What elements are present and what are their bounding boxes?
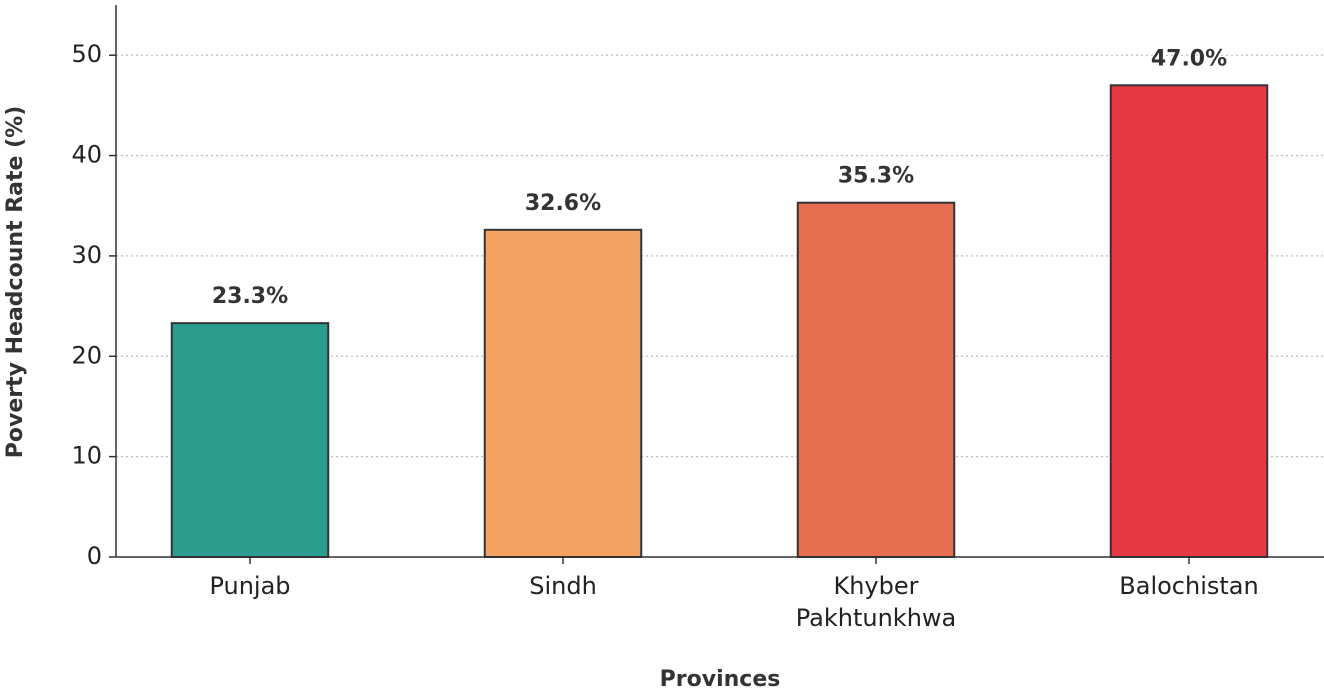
y-axis-label: Poverty Headcount Rate (%) bbox=[3, 106, 28, 458]
value-label: 23.3% bbox=[212, 284, 288, 309]
value-label: 35.3% bbox=[838, 164, 914, 189]
y-tick-label: 40 bbox=[71, 141, 102, 169]
x-tick-label: Punjab bbox=[209, 572, 290, 600]
bar bbox=[796, 201, 956, 558]
bar bbox=[483, 228, 643, 558]
x-tick-label: Khyber Pakhtunkhwa bbox=[796, 572, 957, 632]
x-tick-label: Balochistan bbox=[1119, 572, 1258, 600]
y-tick-label: 0 bbox=[87, 542, 102, 570]
bar bbox=[170, 322, 330, 559]
y-tick-label: 10 bbox=[71, 442, 102, 470]
x-tick-label: Sindh bbox=[529, 572, 597, 600]
value-label: 47.0% bbox=[1151, 46, 1227, 71]
y-tick-label: 30 bbox=[71, 241, 102, 269]
value-label: 32.6% bbox=[525, 191, 601, 216]
bar bbox=[1109, 84, 1269, 558]
x-axis-label: Provinces bbox=[660, 667, 781, 692]
y-tick-label: 50 bbox=[71, 40, 102, 68]
y-tick-label: 20 bbox=[71, 341, 102, 369]
